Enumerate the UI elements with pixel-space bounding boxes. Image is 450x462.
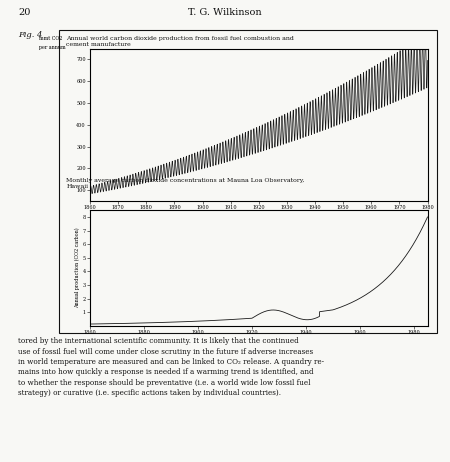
Text: mmt CO2: mmt CO2 xyxy=(40,36,63,41)
Text: tored by the international scientific community. It is likely that the continued: tored by the international scientific co… xyxy=(18,337,324,397)
Text: T. G. Wilkinson: T. G. Wilkinson xyxy=(188,8,262,17)
Text: Monthly average carbon dioxide concentrations at Mauna Loa Observatory,
Hawaii: Monthly average carbon dioxide concentra… xyxy=(67,178,305,188)
Text: Annual world carbon dioxide production from fossil fuel combustion and
cement ma: Annual world carbon dioxide production f… xyxy=(67,36,294,47)
Y-axis label: Annual production (CO2 carbon): Annual production (CO2 carbon) xyxy=(75,228,80,308)
Text: 20: 20 xyxy=(18,8,31,17)
Text: Fig. 4: Fig. 4 xyxy=(18,30,42,39)
Text: per annum: per annum xyxy=(40,45,66,50)
Bar xyxy=(58,30,436,333)
